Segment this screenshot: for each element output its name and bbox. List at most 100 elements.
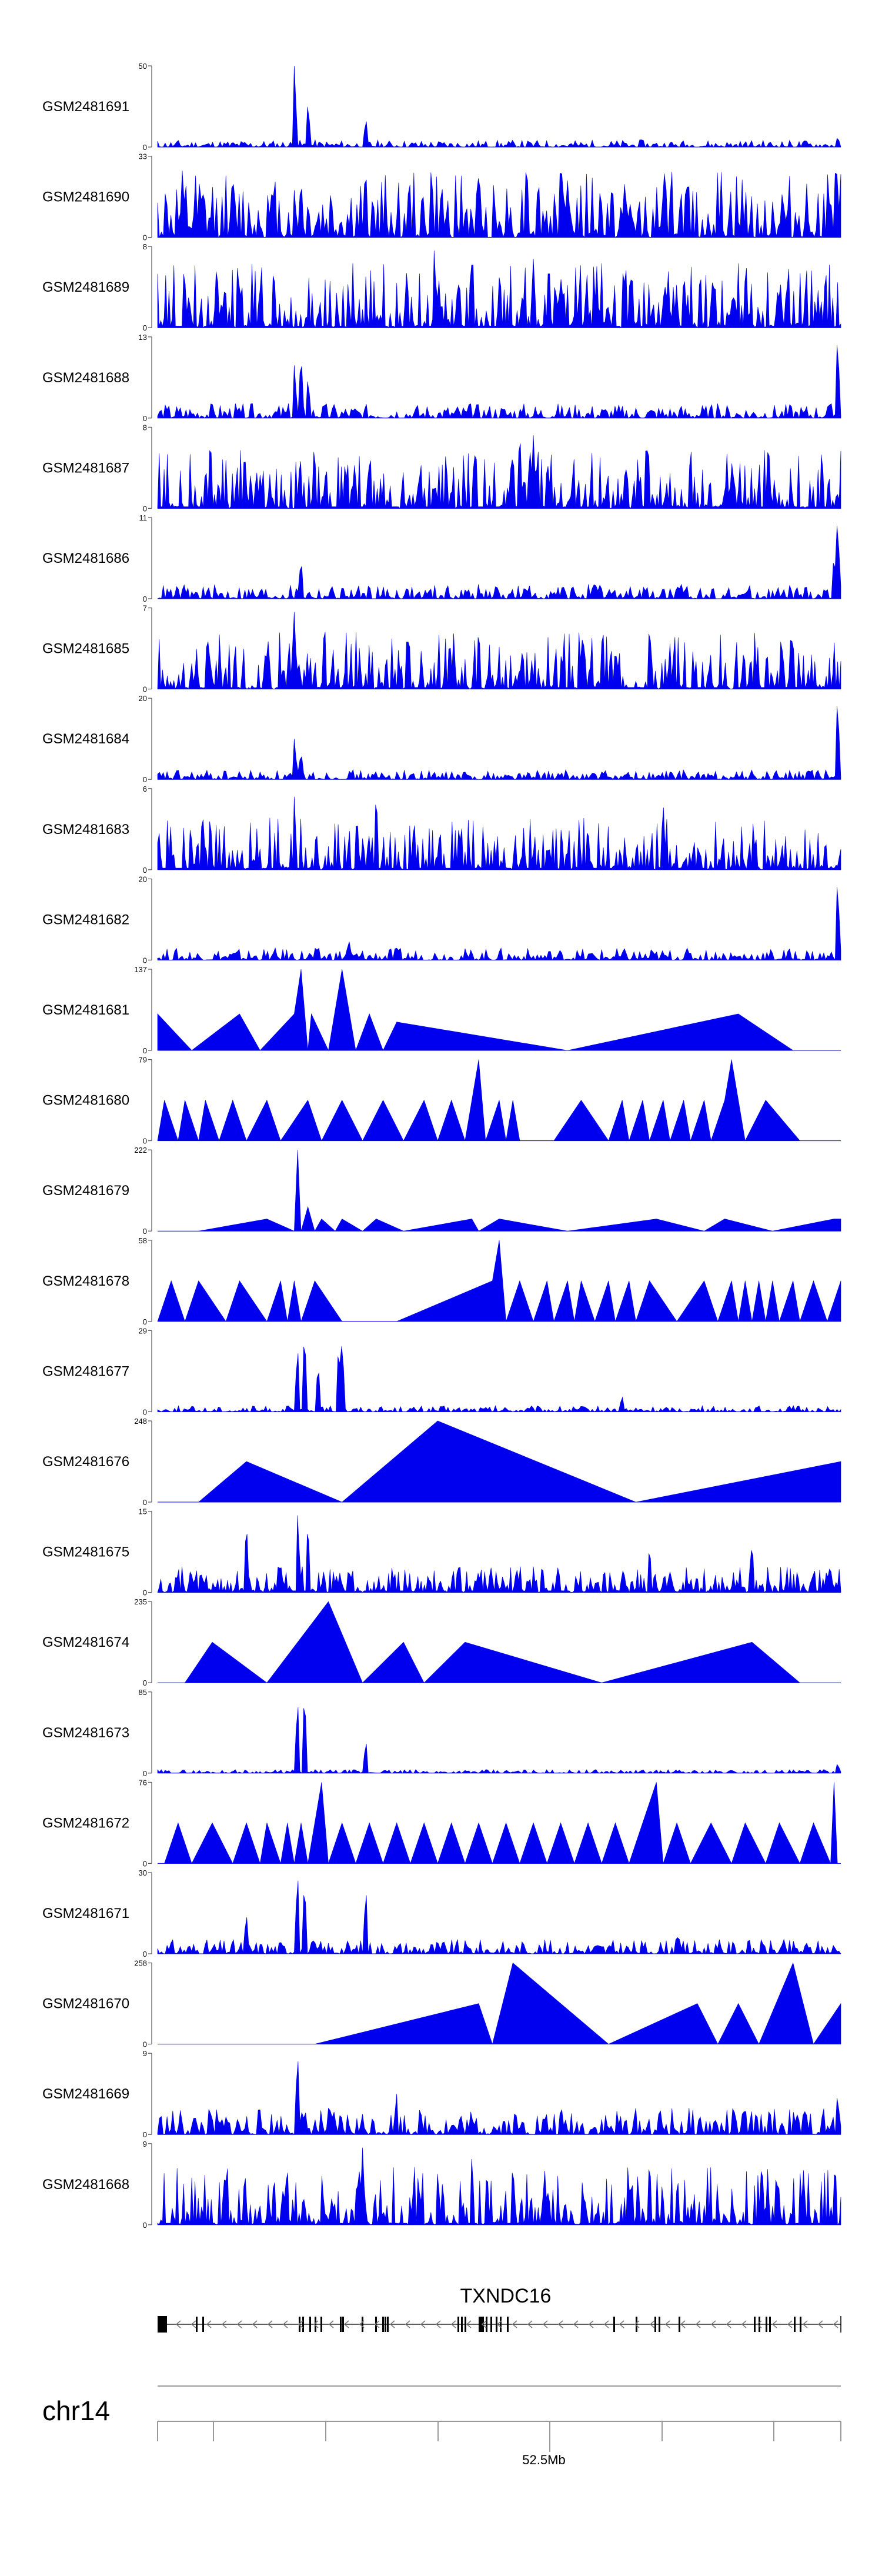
gene-exon	[496, 2317, 497, 2332]
y-axis-zero-label: 0	[143, 1950, 147, 1958]
track-label: GSM2481691	[42, 99, 129, 115]
strand-arrow	[206, 2320, 212, 2328]
track-GSM2481681: GSM2481681 137 0	[42, 965, 841, 1055]
strand-arrow	[252, 2320, 258, 2328]
strand-arrow	[695, 2320, 701, 2328]
y-axis-max-label: 20	[139, 875, 147, 883]
coverage-area-GSM2481688	[157, 345, 841, 419]
track-label: GSM2481681	[42, 1002, 129, 1018]
strand-arrow	[435, 2320, 441, 2328]
strand-arrow	[512, 2320, 517, 2328]
y-axis-zero-label: 0	[143, 323, 147, 332]
y-axis-max-label: 76	[139, 1778, 147, 1787]
track-GSM2481676: GSM2481676 248 0	[42, 1417, 841, 1507]
track-GSM2481682: GSM2481682 20 0	[42, 875, 841, 965]
coverage-area-GSM2481668	[157, 2147, 841, 2225]
track-GSM2481683: GSM2481683 6 0	[42, 785, 841, 875]
gene-exon	[613, 2317, 615, 2332]
y-axis-max-label: 33	[139, 152, 147, 161]
y-axis-zero-label: 0	[143, 775, 147, 784]
y-axis-max-label: 58	[139, 1236, 147, 1245]
track-GSM2481671: GSM2481671 30 0	[42, 1868, 841, 1958]
coverage-area-GSM2481669	[157, 2061, 841, 2135]
coverage-area-GSM2481680	[157, 1059, 800, 1142]
y-axis-zero-label: 0	[143, 2221, 147, 2230]
strand-arrow	[405, 2320, 410, 2328]
gene-exon	[479, 2317, 480, 2332]
track-GSM2481673: GSM2481673 85 0	[42, 1688, 841, 1778]
coverage-area-GSM2481690	[157, 171, 841, 238]
gene-exon	[654, 2317, 656, 2332]
track-label: GSM2481675	[42, 1544, 129, 1560]
strand-arrow	[267, 2320, 273, 2328]
gene-exon	[385, 2317, 386, 2332]
y-axis-zero-label: 0	[143, 2130, 147, 2139]
axis-ticks	[157, 2421, 841, 2452]
y-axis-max-label: 85	[139, 1688, 147, 1697]
strand-arrow	[802, 2320, 808, 2328]
y-axis-max-label: 13	[139, 333, 147, 342]
gene-strand-arrows	[175, 2320, 838, 2328]
track-GSM2481670: GSM2481670 258 0	[42, 1959, 841, 2049]
track-label: GSM2481680	[42, 1093, 129, 1109]
gene-utr-block	[158, 2316, 167, 2333]
strand-arrow	[343, 2320, 349, 2328]
coverage-area-GSM2481681	[157, 969, 794, 1052]
track-GSM2481687: GSM2481687 8 0	[42, 423, 841, 513]
y-axis-zero-label: 0	[143, 1859, 147, 1868]
gene-exon	[754, 2317, 756, 2332]
y-axis-max-label: 9	[143, 2049, 147, 2058]
strand-arrow	[236, 2320, 242, 2328]
coverage-area-GSM2481675	[157, 1515, 841, 1593]
coverage-area-GSM2481670	[315, 1962, 841, 2045]
y-axis-max-label: 9	[143, 2140, 147, 2148]
gene-exon	[490, 2317, 492, 2332]
y-axis-max-label: 248	[134, 1417, 147, 1426]
coverage-area-GSM2481685	[157, 612, 841, 690]
y-axis-zero-label: 0	[143, 1227, 147, 1236]
track-label: GSM2481679	[42, 1183, 129, 1199]
gene-exon	[480, 2317, 482, 2332]
gene-exon	[299, 2317, 300, 2332]
track-label: GSM2481689	[42, 279, 129, 295]
gene-exon	[202, 2317, 204, 2332]
gene-exon	[659, 2317, 660, 2332]
track-GSM2481689: GSM2481689 8 0	[42, 242, 841, 332]
gene-exon	[636, 2317, 637, 2332]
track-label: GSM2481677	[42, 1363, 129, 1379]
track-label: GSM2481688	[42, 370, 129, 386]
y-axis-max-label: 7	[143, 604, 147, 613]
y-axis-max-label: 8	[143, 423, 147, 432]
coverage-area-GSM2481674	[184, 1601, 801, 1683]
y-axis-max-label: 79	[139, 1056, 147, 1065]
gene-annotation-track: TXNDC16	[158, 2285, 841, 2333]
gene-exon	[382, 2317, 384, 2332]
track-GSM2481674: GSM2481674 235 0	[42, 1597, 841, 1687]
gene-exon	[457, 2317, 459, 2332]
chromosome-label: chr14	[42, 2395, 110, 2426]
track-GSM2481684: GSM2481684 20 0	[42, 694, 841, 784]
track-GSM2481686: GSM2481686 11 0	[42, 513, 841, 603]
track-GSM2481677: GSM2481677 29 0	[42, 1326, 841, 1416]
y-axis-max-label: 137	[134, 965, 147, 974]
strand-arrow	[389, 2320, 395, 2328]
y-axis-zero-label: 0	[143, 414, 147, 423]
y-axis-zero-label: 0	[143, 143, 147, 152]
strand-arrow	[680, 2320, 686, 2328]
gene-exon	[766, 2317, 767, 2332]
gene-exon	[196, 2317, 198, 2332]
track-label: GSM2481687	[42, 460, 129, 476]
strand-arrow	[466, 2320, 472, 2328]
strand-arrow	[664, 2320, 670, 2328]
gene-exon	[500, 2317, 502, 2332]
gene-exon	[794, 2317, 796, 2332]
coverage-area-GSM2481678	[157, 1240, 841, 1322]
gene-exon	[302, 2317, 304, 2332]
track-label: GSM2481676	[42, 1454, 129, 1470]
gene-exon	[342, 2317, 344, 2332]
track-GSM2481690: GSM2481690 33 0	[42, 152, 841, 242]
gene-exon	[465, 2317, 466, 2332]
track-label: GSM2481674	[42, 1634, 129, 1650]
y-axis-max-label: 222	[134, 1146, 147, 1154]
strand-arrow	[374, 2320, 380, 2328]
